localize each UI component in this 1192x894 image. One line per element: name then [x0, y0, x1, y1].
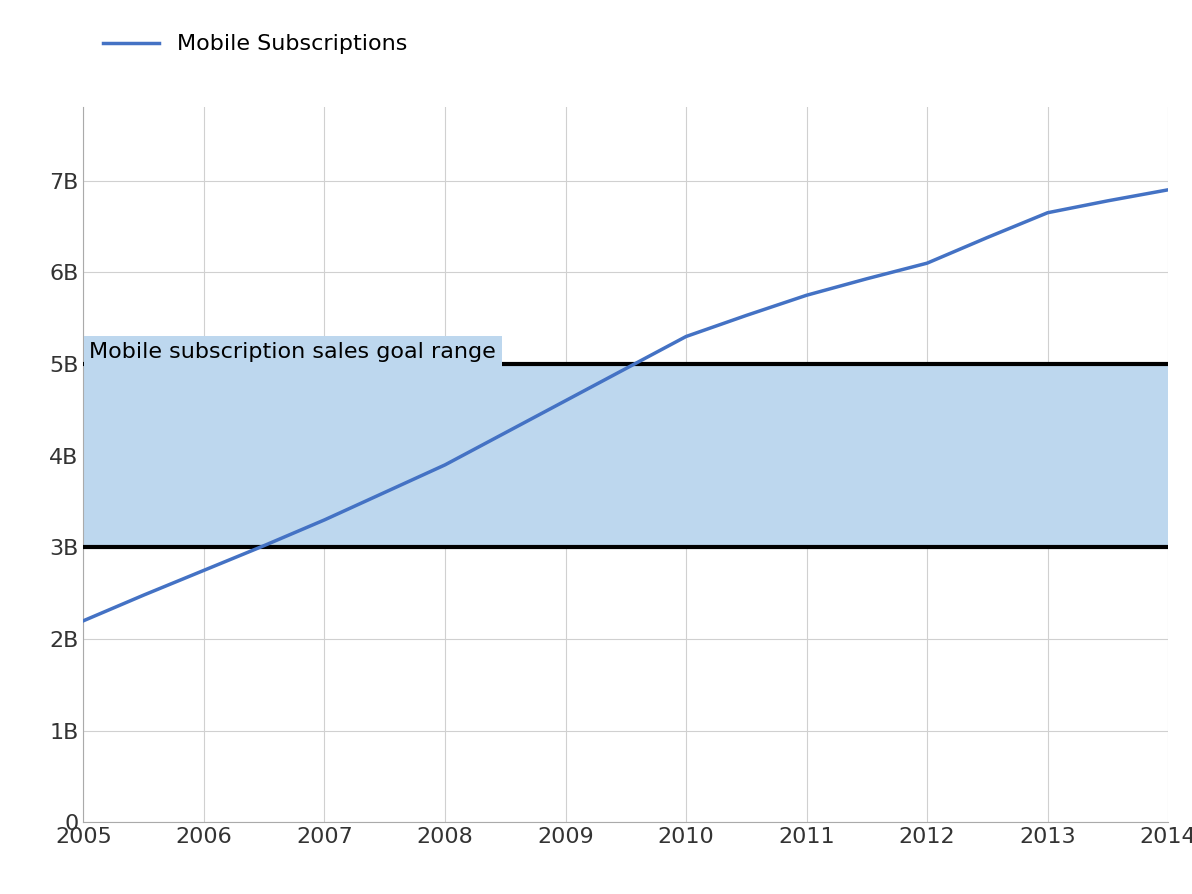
Text: Mobile subscription sales goal range: Mobile subscription sales goal range [89, 342, 496, 362]
Bar [83, 364, 1168, 547]
Legend: Mobile Subscriptions: Mobile Subscriptions [94, 25, 416, 63]
